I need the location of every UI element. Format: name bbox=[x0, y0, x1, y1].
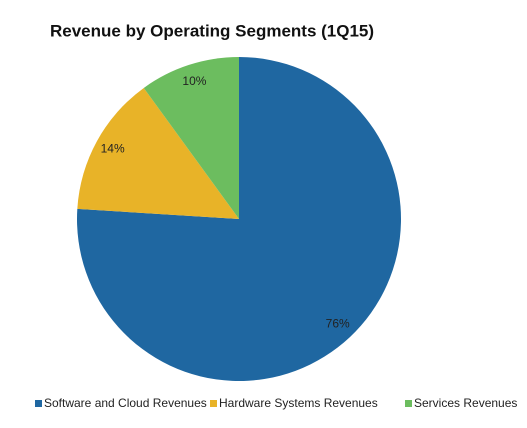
pie-slice bbox=[77, 87, 239, 220]
data-label: 14% bbox=[101, 142, 125, 156]
legend-label: Software and Cloud Revenues bbox=[44, 396, 207, 410]
legend-swatch bbox=[405, 400, 412, 407]
legend-label: Services Revenues bbox=[414, 396, 517, 410]
legend-label: Hardware Systems Revenues bbox=[219, 396, 378, 410]
legend-swatch bbox=[210, 400, 217, 407]
data-label: 76% bbox=[326, 316, 350, 330]
legend-swatch bbox=[35, 400, 42, 407]
pie-slice bbox=[143, 57, 239, 219]
pie-slice bbox=[77, 57, 402, 381]
data-label: 10% bbox=[182, 74, 206, 88]
chart-title: Revenue by Operating Segments (1Q15) bbox=[50, 21, 374, 40]
